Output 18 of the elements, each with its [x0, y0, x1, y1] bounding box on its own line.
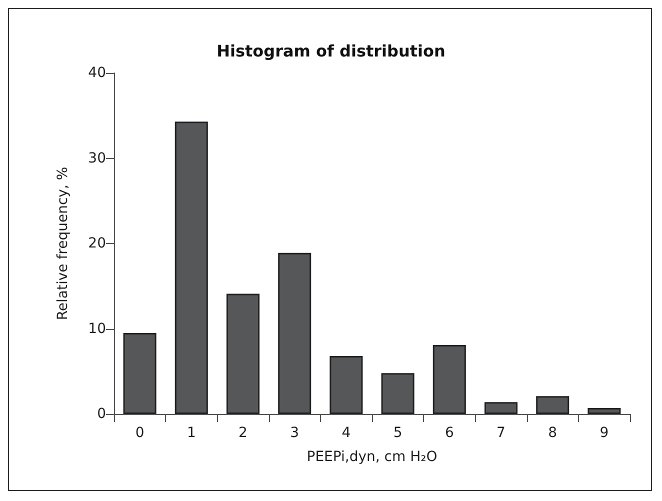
- x-tick-label: 7: [496, 425, 506, 441]
- x-tick-label: 3: [290, 425, 300, 441]
- x-tick-label: 5: [393, 425, 402, 441]
- y-axis-title: Relative frequency, %: [55, 166, 71, 320]
- x-tick-label: 2: [238, 425, 248, 441]
- y-tick-label: 40: [88, 65, 106, 81]
- x-tick-label: 1: [186, 425, 196, 441]
- y-tick-label: 30: [88, 150, 106, 166]
- y-tick-label: 20: [88, 236, 106, 252]
- x-tick-label: 0: [135, 425, 144, 441]
- x-axis-title: PEEPi,dyn, cm H₂O: [306, 449, 438, 465]
- x-tick-label: 6: [444, 425, 454, 441]
- x-tick-label: 9: [600, 425, 609, 441]
- y-tick-label: 10: [88, 320, 106, 337]
- x-tick-label: 4: [342, 425, 351, 441]
- y-tick-label: 0: [97, 406, 106, 422]
- x-tick-label: 8: [548, 425, 558, 441]
- chart-title: Histogram of distribution: [216, 42, 446, 60]
